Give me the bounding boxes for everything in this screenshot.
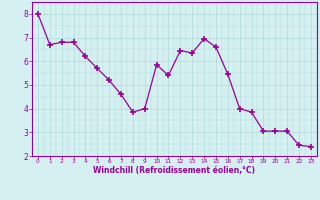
X-axis label: Windchill (Refroidissement éolien,°C): Windchill (Refroidissement éolien,°C) [93,166,255,175]
